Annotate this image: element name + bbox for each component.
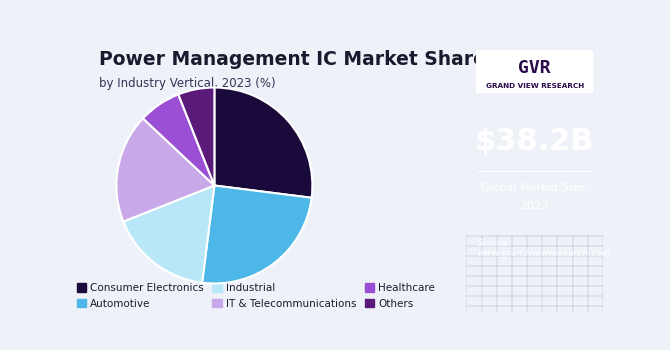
Text: Source:
www.grandviewresearch.com: Source: www.grandviewresearch.com [477, 239, 610, 258]
Text: by Industry Vertical, 2023 (%): by Industry Vertical, 2023 (%) [99, 77, 275, 90]
Wedge shape [143, 94, 214, 186]
Legend: Consumer Electronics, Automotive, Industrial, IT & Telecommunications, Healthcar: Consumer Electronics, Automotive, Indust… [74, 280, 438, 312]
Wedge shape [117, 118, 214, 222]
Text: GRAND VIEW RESEARCH: GRAND VIEW RESEARCH [486, 83, 584, 89]
Wedge shape [178, 88, 214, 186]
Wedge shape [214, 88, 312, 198]
Text: 2023: 2023 [521, 201, 549, 211]
Wedge shape [123, 186, 214, 283]
Text: Global Market Size,: Global Market Size, [481, 183, 588, 193]
Wedge shape [202, 186, 312, 284]
FancyBboxPatch shape [476, 50, 594, 93]
Text: Power Management IC Market Share: Power Management IC Market Share [99, 50, 486, 69]
Text: GVR: GVR [519, 58, 551, 77]
Text: $38.2B: $38.2B [475, 127, 594, 156]
